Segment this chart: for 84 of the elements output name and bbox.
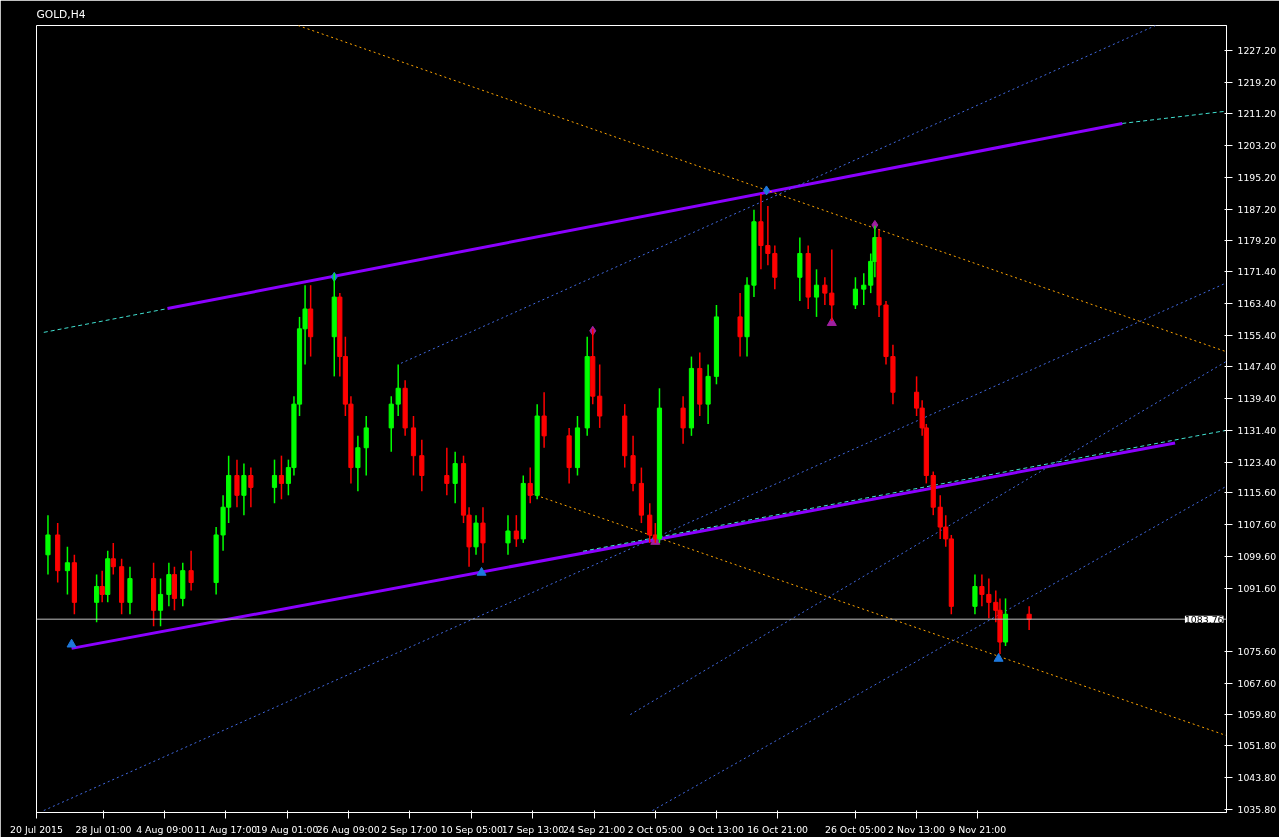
candlestick (813, 268, 820, 318)
candlestick (171, 565, 178, 612)
y-tick-label: 1107.60 (1237, 519, 1277, 531)
candlestick (737, 292, 743, 358)
y-tick-label: 1155.40 (1237, 329, 1277, 341)
y-tick-label: 1171.40 (1237, 266, 1277, 278)
y-tick-label: 1219.20 (1237, 76, 1277, 88)
x-tick-label: 9 Nov 21:00 (949, 823, 1007, 835)
candlestick (395, 363, 401, 417)
candlestick (797, 236, 803, 302)
candlestick (110, 542, 116, 576)
point (476, 566, 487, 576)
candlestick (473, 514, 479, 556)
x-tick-label: 24 Sep 21:00 (563, 823, 626, 835)
x-tick-label: 9 Oct 13:00 (689, 823, 744, 835)
candlestick (419, 439, 425, 493)
x-tick-label: 11 Aug 17:00 (194, 823, 258, 835)
y-tick-label: 1051.80 (1237, 740, 1277, 752)
candlestick (94, 573, 100, 623)
candlestick (513, 514, 519, 548)
candlestick (597, 363, 603, 429)
x-tick-label: 19 Aug 01:00 (255, 823, 319, 835)
y-tick-label: 1043.80 (1237, 772, 1277, 784)
y-tick-label: 1163.40 (1237, 297, 1277, 309)
candlestick (241, 462, 247, 516)
point (66, 638, 77, 648)
candlestick (680, 395, 686, 445)
y-tick-label: 1211.20 (1237, 108, 1277, 120)
y-tick-label: 1091.60 (1237, 582, 1277, 594)
x-tick-label: 10 Sep 05:00 (440, 823, 504, 835)
candlestick (157, 577, 164, 627)
y-tick-label: 1139.40 (1237, 393, 1277, 405)
candlestick (505, 514, 511, 556)
candlestick (355, 435, 361, 493)
y-tick-label: 1131.40 (1237, 424, 1277, 436)
y-tick-label: 1067.60 (1237, 677, 1277, 689)
candlestick (271, 458, 278, 504)
candlestick (45, 514, 51, 576)
y-tick-label: 1099.60 (1237, 550, 1277, 562)
candlestick (127, 565, 133, 616)
y-tick-label: 1227.20 (1237, 44, 1277, 56)
y-tick-label: 1059.80 (1237, 708, 1277, 720)
candlestick (480, 506, 486, 564)
x-tick-label: 2 Oct 05:00 (627, 823, 683, 835)
point (993, 652, 1004, 662)
y-tick-label: 1115.60 (1237, 487, 1277, 499)
candlestick (444, 446, 450, 497)
y-tick-label: 1075.60 (1237, 646, 1277, 658)
candlestick (527, 466, 533, 504)
candlestick (99, 569, 105, 604)
candlestick (234, 458, 240, 508)
candlestick (852, 276, 859, 310)
candlestick (972, 573, 978, 616)
x-tick-label: 26 Aug 09:00 (316, 823, 380, 835)
y-tick-label: 1195.20 (1237, 171, 1277, 183)
y-tick-label: 1203.20 (1237, 140, 1277, 152)
candlestick (166, 561, 172, 608)
y-tick-label: 1179.20 (1237, 235, 1277, 247)
candlestick (388, 395, 394, 453)
candlestick (248, 466, 254, 508)
x-tick-label: 2 Sep 17:00 (381, 823, 438, 835)
candlestick (541, 391, 547, 449)
x-tick-label: 28 Jul 01:00 (75, 823, 132, 835)
x-tick-label: 26 Oct 05:00 (825, 823, 886, 835)
candlestick (188, 550, 194, 592)
chart-title: GOLD,H4 (36, 7, 86, 21)
candlestick (363, 415, 369, 477)
y-tick-label: 1187.20 (1237, 203, 1277, 215)
candlestick (452, 450, 458, 504)
y-tick-label: 1123.40 (1237, 456, 1277, 468)
y-tick-label: 1035.80 (1237, 803, 1277, 815)
x-tick-label: 17 Sep 13:00 (501, 823, 565, 835)
x-tick-label: 4 Aug 09:00 (136, 823, 194, 835)
candlestick (1026, 605, 1032, 631)
ref-line-label: 1083.76 (1184, 613, 1224, 625)
point (762, 185, 770, 196)
candlestick (822, 276, 828, 306)
x-tick-label: 16 Oct 21:00 (747, 823, 809, 835)
x-tick-label: 2 Nov 13:00 (888, 823, 946, 835)
x-tick-label: 20 Jul 2015 (10, 823, 63, 835)
candlestick (278, 454, 285, 501)
y-tick-label: 1147.40 (1237, 361, 1277, 373)
candlestick (64, 546, 71, 596)
candlestick (647, 502, 653, 544)
